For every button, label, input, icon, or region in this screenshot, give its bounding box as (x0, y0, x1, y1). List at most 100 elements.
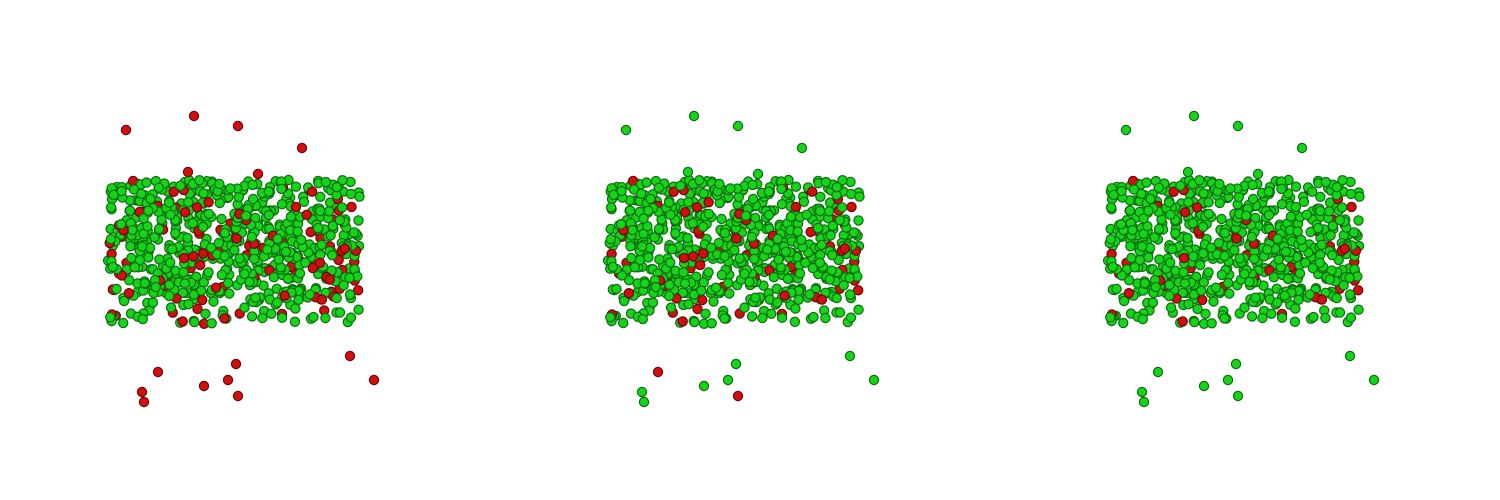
scatter-point (1289, 316, 1301, 327)
scatter-point (796, 142, 808, 154)
scatter-point (1179, 278, 1191, 289)
scatter-point (653, 182, 665, 193)
scatter-point (203, 197, 214, 208)
scatter-point (1334, 307, 1346, 318)
scatter-point (117, 317, 129, 329)
scatter-point (354, 191, 365, 202)
scatter-point (1280, 246, 1292, 257)
scatter-point (1206, 318, 1217, 329)
scatter-point (1197, 248, 1209, 259)
scatter-point (739, 268, 750, 280)
scatter-point (664, 279, 675, 291)
scatter-point (746, 311, 758, 322)
scatter-point (164, 257, 176, 268)
scatter-point (1325, 230, 1336, 241)
scatter-point (1183, 196, 1194, 208)
scatter-point (232, 390, 244, 402)
scatter-point (163, 290, 175, 302)
scatter-point (1125, 241, 1136, 252)
scatter-point (152, 366, 164, 378)
scatter-point (696, 285, 707, 296)
scatter-point (219, 250, 230, 262)
scatter-point (1252, 168, 1264, 180)
scatter-point (663, 290, 675, 302)
scatter-point (1368, 374, 1380, 386)
scatter-point (1194, 259, 1206, 271)
scatter-point (1164, 257, 1176, 268)
scatter-point (1126, 252, 1137, 264)
scatter-point (344, 350, 356, 362)
scatter-point (1118, 295, 1130, 307)
scatter-point (652, 366, 664, 378)
scatter-point (807, 186, 818, 197)
scatter-point (794, 268, 806, 279)
scatter-point (127, 224, 138, 236)
scatter-point (1139, 278, 1150, 289)
scatter-point (838, 280, 849, 291)
scatter-point (1290, 303, 1301, 314)
scatter-panel-2 (500, 0, 1000, 500)
scatter-point (192, 303, 203, 315)
scatter-plot-2 (602, 110, 880, 408)
scatter-point (178, 252, 190, 264)
scatter-point (846, 201, 857, 213)
scatter-point (1233, 191, 1244, 203)
scatter-point (1154, 254, 1165, 265)
scatter-point (280, 246, 292, 257)
scatter-point (823, 206, 835, 217)
scatter-point (115, 218, 127, 230)
scatter-point (1168, 186, 1179, 197)
scatter-point (290, 201, 302, 213)
scatter-point (623, 288, 635, 299)
scatter-point (839, 243, 851, 254)
scatter-point (178, 267, 189, 278)
scatter-point (1178, 267, 1189, 278)
scatter-point (627, 224, 638, 236)
scatter-point (1105, 312, 1116, 323)
scatter-point (262, 244, 273, 255)
scatter-point (276, 183, 287, 195)
scatter-point (1163, 290, 1175, 302)
scatter-point (1316, 294, 1328, 305)
scatter-point (703, 197, 714, 208)
scatter-point (182, 166, 194, 178)
scatter-point (1331, 181, 1342, 193)
scatter-point (683, 299, 694, 310)
scatter-point (293, 294, 304, 305)
scatter-point (314, 257, 326, 268)
scatter-point (1276, 312, 1288, 323)
scatter-point (1138, 396, 1150, 408)
scatter-point (1268, 272, 1280, 283)
scatter-point (807, 262, 818, 274)
scatter-point (1353, 304, 1364, 315)
scatter-point (868, 374, 880, 386)
scatter-point (1290, 201, 1302, 213)
scatter-point (272, 233, 283, 245)
scatter-point (731, 233, 742, 244)
scatter-point (229, 244, 240, 256)
scatter-point (1272, 297, 1283, 308)
scatter-point (1316, 239, 1327, 251)
scatter-point (779, 290, 790, 301)
scatter-point (120, 124, 132, 136)
scatter-point (165, 302, 177, 313)
scatter-point (714, 178, 725, 190)
scatter-point (353, 304, 364, 315)
scatter-point (1194, 174, 1205, 186)
scatter-point (105, 233, 117, 245)
scatter-point (824, 274, 835, 285)
scatter-point (136, 386, 148, 398)
scatter-point (1315, 191, 1326, 202)
scatter-point (198, 380, 210, 392)
scatter-point (1232, 120, 1244, 132)
scatter-point (252, 168, 264, 180)
scatter-point (683, 196, 694, 208)
scatter-point (1294, 268, 1306, 279)
scatter-point (682, 232, 693, 244)
scatter-point (289, 316, 301, 327)
scatter-point (1188, 251, 1199, 262)
scatter-point (1231, 233, 1242, 244)
scatter-point (345, 312, 357, 323)
scatter-point (1203, 267, 1214, 278)
scatter-point (294, 268, 306, 279)
